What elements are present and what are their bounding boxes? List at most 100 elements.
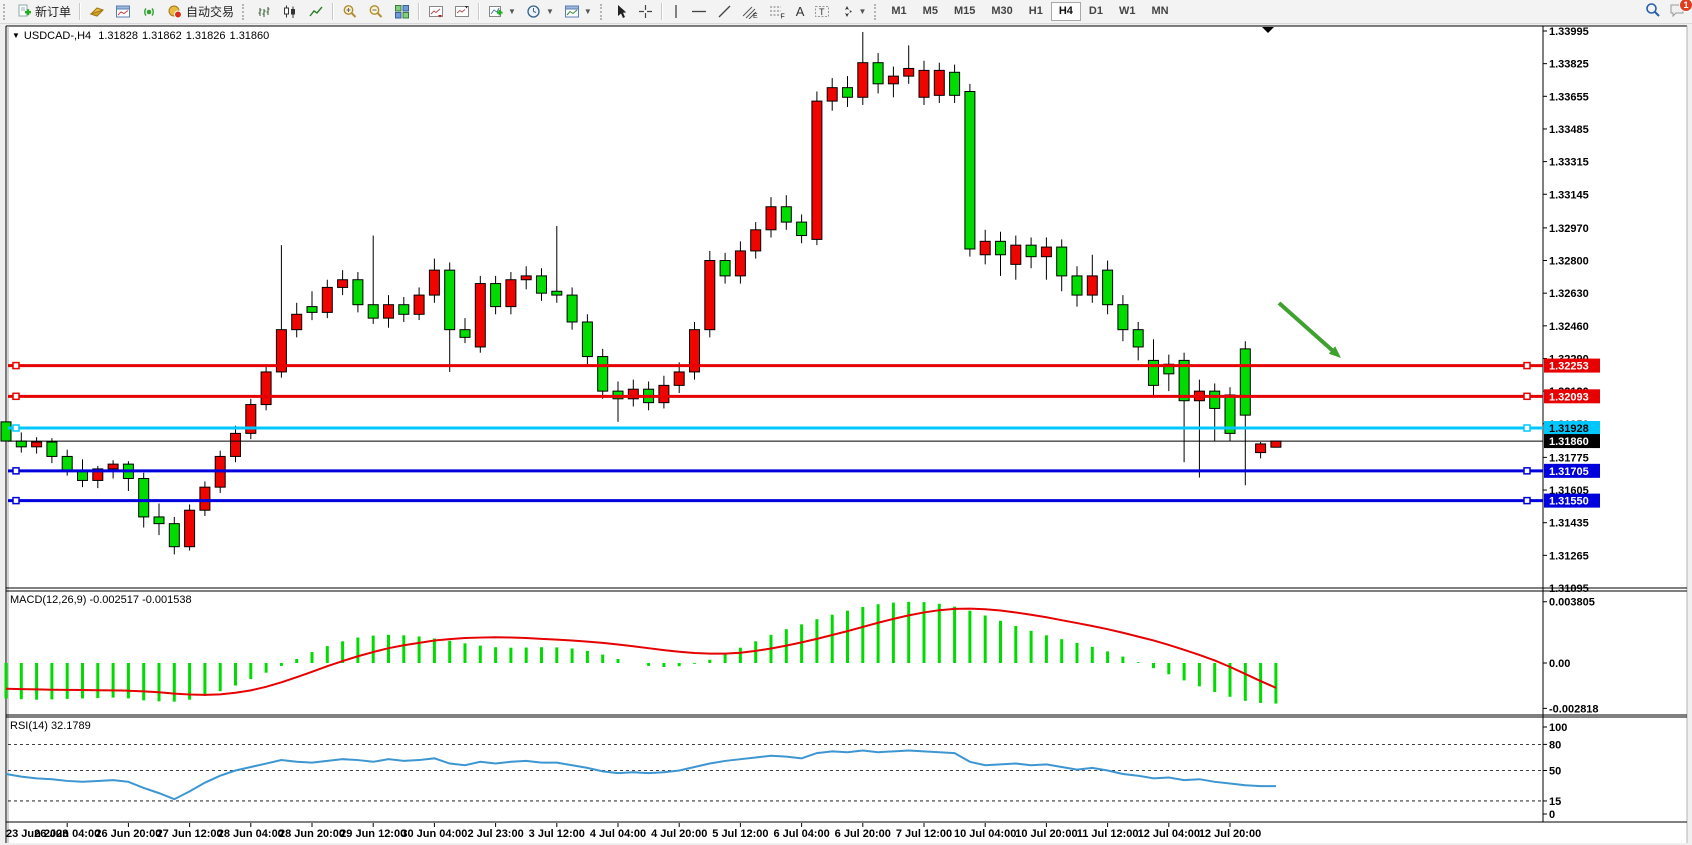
line-handle[interactable] (12, 467, 20, 475)
line-chart-button[interactable] (303, 1, 329, 23)
price-badge (1544, 493, 1600, 508)
time-tick-label: 30 Jun 04:00 (401, 828, 467, 840)
candle-body (796, 221, 808, 237)
rsi-tick-label: 80 (1549, 739, 1561, 751)
line-handle[interactable] (1523, 361, 1531, 370)
toolbar-separator (79, 3, 82, 20)
line-handle[interactable] (12, 361, 20, 370)
line-handle[interactable] (12, 392, 20, 401)
timeframe-h4[interactable]: H4 (1050, 2, 1081, 21)
chart-window-button[interactable] (110, 1, 136, 23)
rsi-tick-label: 15 (1549, 796, 1561, 808)
signal-button[interactable] (136, 1, 162, 23)
templates-dropdown[interactable]: ▼ (559, 1, 597, 23)
periods-dropdown[interactable]: ▼ (521, 1, 559, 23)
timeframe-m5[interactable]: M5 (922, 5, 938, 17)
line-handle[interactable] (12, 496, 20, 505)
toolbar-separator (660, 3, 663, 20)
line-handle[interactable] (1523, 392, 1531, 401)
time-tick-label: 6 Jul 20:00 (835, 828, 891, 840)
search-icon[interactable] (1645, 2, 1661, 21)
candle-body (673, 371, 685, 386)
rsi-line (5, 749, 1276, 801)
macd-tick-label: 0.00 (1549, 658, 1570, 670)
horizontal-line-tool[interactable] (686, 1, 712, 23)
price-tick-label: 1.33145 (1549, 189, 1589, 201)
candle-body (367, 304, 379, 319)
chart-window-icon (115, 4, 131, 19)
candle-body (1102, 269, 1114, 306)
market-watch-button[interactable] (84, 1, 110, 23)
toolbar-grip[interactable] (874, 3, 880, 20)
fibonacci-icon: F (769, 4, 786, 19)
zoom-out-button[interactable] (363, 1, 389, 23)
line-handle[interactable] (12, 424, 20, 432)
vertical-line-tool[interactable] (666, 1, 686, 23)
zoom-in-button[interactable] (337, 1, 363, 23)
line-handle[interactable] (1523, 496, 1531, 505)
channel-tool[interactable]: E (737, 1, 764, 23)
price-tick-label: 1.33825 (1549, 59, 1589, 71)
candlestick-chart-button[interactable] (277, 1, 303, 23)
gold-box-icon (89, 4, 105, 19)
toolbar-grip[interactable] (242, 3, 248, 20)
macd-tick-label: -0.002818 (1549, 703, 1599, 715)
candle-body (444, 269, 456, 331)
candle-body (597, 356, 609, 392)
arrows-dropdown[interactable]: ▼ (835, 1, 871, 23)
symbol-period-label: USDCAD-,H4 (23, 30, 92, 42)
candle-body (92, 468, 104, 481)
close-value: 1.31860 (229, 30, 270, 42)
cursor-button[interactable] (609, 1, 633, 23)
line-handle[interactable] (1523, 467, 1531, 475)
timeframe-mn[interactable]: MN (1151, 5, 1169, 17)
trendline-tool[interactable] (712, 1, 737, 23)
channel-icon: E (742, 4, 759, 19)
candle-body (184, 509, 196, 548)
chart-shift-button[interactable] (449, 1, 475, 23)
notifications-button[interactable]: 1 (1669, 0, 1692, 21)
auto-scroll-button[interactable] (423, 1, 449, 23)
chart-shift-marker[interactable] (1262, 27, 1274, 33)
new-order-button[interactable]: 新订单 (12, 1, 76, 23)
price-tick-label: 1.32800 (1549, 256, 1589, 268)
timeframe-h1[interactable]: H1 (1028, 5, 1043, 17)
high-value: 1.31862 (141, 30, 182, 42)
time-tick-label: 10 Jul 20:00 (1015, 828, 1077, 840)
fibonacci-tool[interactable]: F (764, 1, 791, 23)
autotrading-button[interactable]: 自动交易 (162, 1, 239, 23)
time-tick-label: 6 Jul 04:00 (773, 828, 829, 840)
price-badge (1544, 358, 1600, 373)
text-tool[interactable]: A (791, 1, 810, 23)
templates-icon (564, 4, 580, 19)
chart-dropdown-icon[interactable]: ▼ (12, 31, 20, 40)
time-tick-label: 5 Jul 12:00 (712, 828, 768, 840)
toolbar-grip[interactable] (3, 3, 9, 20)
crosshair-button[interactable] (633, 1, 658, 23)
candle-body (505, 279, 517, 308)
candle-body (46, 441, 58, 457)
candle-body (887, 75, 899, 85)
line-handle[interactable] (1523, 424, 1531, 432)
annotation-arrow[interactable] (1277, 301, 1335, 353)
timeframe-d1[interactable]: D1 (1088, 5, 1103, 17)
bar-chart-button[interactable] (251, 1, 277, 23)
timeframe-m15[interactable]: M15 (953, 5, 976, 17)
text-label-tool[interactable]: T (809, 1, 835, 23)
indicators-dropdown[interactable]: ▼ (483, 1, 521, 23)
candlestick-chart-icon (282, 4, 298, 19)
candle-body (979, 240, 991, 256)
time-tick-label: 3 Jul 12:00 (529, 828, 585, 840)
price-badge-label: 1.32253 (1549, 361, 1589, 373)
tile-windows-button[interactable] (389, 1, 415, 23)
timeframe-m30[interactable]: M30 (991, 5, 1013, 17)
price-badge (1544, 434, 1600, 449)
rsi-tick-label: 50 (1549, 766, 1561, 778)
candle-body (658, 384, 670, 404)
timeframe-m1[interactable]: M1 (891, 5, 907, 17)
toolbar-grip[interactable] (599, 3, 606, 20)
candle-body (306, 306, 318, 313)
timeframe-w1[interactable]: W1 (1118, 5, 1136, 17)
